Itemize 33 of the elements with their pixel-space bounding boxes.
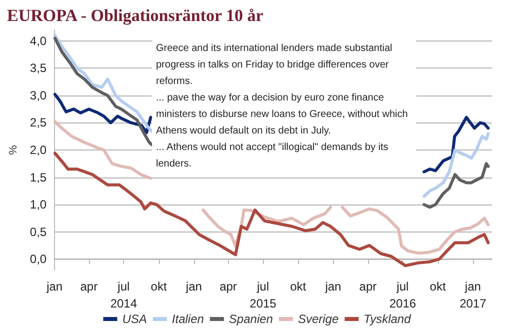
chart-title: EUROPA - Obligationsräntor 10 år bbox=[7, 6, 264, 25]
y-tick-label: 2,5 bbox=[30, 116, 47, 130]
x-tick-label: okt bbox=[430, 280, 446, 294]
legend-label: Sverige bbox=[298, 312, 339, 326]
line-series bbox=[53, 152, 490, 268]
x-tick-label: okt bbox=[290, 280, 307, 294]
legend-label: Spanien bbox=[228, 312, 274, 326]
x-tick-label: jan 2017 bbox=[460, 280, 487, 310]
y-tick-label: 1,5 bbox=[30, 170, 47, 184]
annotation: ... pave the way for a decision by euro zone finance ministers to disburse new loans to Greece, without which Athens would default on its debt in July. bbox=[156, 92, 411, 136]
annotation: ... Athens would not accept "illogical" demands by its lenders. bbox=[156, 142, 392, 170]
y-tick-label: 3,0 bbox=[30, 88, 47, 102]
legend-label: Tyskland bbox=[364, 312, 412, 326]
legend-label: USA bbox=[122, 312, 147, 326]
x-tick-label: jan bbox=[324, 280, 342, 294]
x-tick-label: jul 2015 bbox=[250, 280, 277, 310]
y-tick-label: 4,0 bbox=[30, 34, 47, 48]
y-tick-label: 1,0 bbox=[30, 198, 47, 212]
x-tick-label: jan bbox=[46, 280, 63, 294]
x-tick-label: apr bbox=[220, 280, 237, 294]
x-tick-label: apr bbox=[80, 280, 98, 294]
x-tick-label: jul 2014 bbox=[110, 280, 138, 310]
x-tick-label: okt bbox=[150, 280, 168, 294]
x-tick-label: jul 2016 bbox=[389, 280, 416, 310]
x-tick-label: apr bbox=[359, 280, 377, 294]
y-tick-label: 2,0 bbox=[30, 143, 47, 157]
x-tick-label: jan bbox=[184, 280, 202, 294]
y-tick-label: 3,5 bbox=[30, 61, 47, 76]
y-axis-title: % bbox=[8, 144, 20, 155]
y-tick-label: 0,5 bbox=[30, 224, 47, 239]
annotation: Greece and its international lenders made substantial progress in talks on Friday to bridge differences over reforms. bbox=[156, 42, 396, 87]
legend-label: Italien bbox=[172, 312, 204, 326]
y-tick-label: 0,0 bbox=[30, 252, 47, 266]
